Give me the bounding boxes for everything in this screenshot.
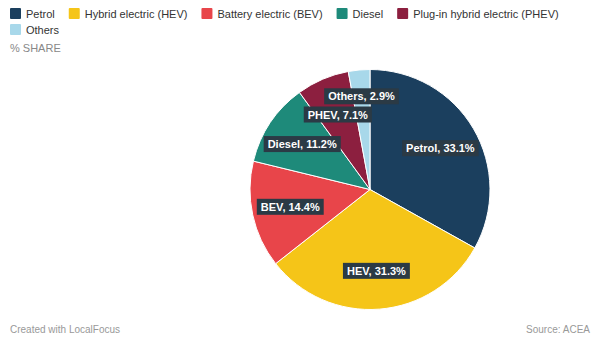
pie xyxy=(250,70,490,310)
legend: Petrol Hybrid electric (HEV) Battery elect… xyxy=(10,8,559,36)
data-label: Others, 2.9% xyxy=(328,90,395,102)
data-label: Diesel, 11.2% xyxy=(268,138,337,150)
data-label-box xyxy=(343,263,410,279)
data-label-group: HEV, 31.3% xyxy=(343,263,410,279)
legend-label: Plug-in hybrid electric (PHEV) xyxy=(413,8,559,20)
data-label-box xyxy=(324,88,399,104)
legend-item: Hybrid electric (HEV) xyxy=(69,8,188,20)
label: % SHARE xyxy=(10,42,61,54)
annotation: Created with LocalFocus xyxy=(10,324,120,335)
data-label-group: PHEV, 7.1% xyxy=(304,107,372,123)
data-label: HEV, 31.3% xyxy=(347,265,406,277)
chart: Petrol Hybrid electric (HEV) Battery elect… xyxy=(0,0,600,339)
data-label-group: BEV, 14.4% xyxy=(257,199,324,215)
data-label: BEV, 14.4% xyxy=(261,201,320,213)
data-label-box xyxy=(402,140,478,156)
legend-item: Plug-in hybrid electric (PHEV) xyxy=(397,8,559,20)
legend-label: Petrol xyxy=(26,8,55,20)
data-labels: Petrol, 33.1% HEV, 31.3% BEV, 14.4% Diesel,… xyxy=(257,88,479,279)
legend-swatch xyxy=(10,8,21,19)
legend-item: Others xyxy=(10,24,60,36)
background xyxy=(0,0,600,339)
legend-swatch xyxy=(397,8,408,19)
legend-item: Petrol xyxy=(10,8,55,20)
data-label: Petrol, 33.1% xyxy=(406,142,475,154)
pie-slice xyxy=(348,70,370,190)
legend-swatch xyxy=(337,8,348,19)
data-label-group: Others, 2.9% xyxy=(324,88,399,104)
data-label-box xyxy=(257,199,324,215)
legend-label: Battery electric (BEV) xyxy=(217,8,322,20)
annotation: Source: ACEA xyxy=(526,324,590,335)
data-label-group: Diesel, 11.2% xyxy=(264,136,341,152)
legend-item: Battery electric (BEV) xyxy=(201,8,322,20)
legend-label: Hybrid electric (HEV) xyxy=(85,8,188,20)
legend-swatch xyxy=(10,24,21,35)
data-label: PHEV, 7.1% xyxy=(308,109,368,121)
data-label-box xyxy=(264,136,341,152)
legend-label: Others xyxy=(26,24,60,36)
legend-swatch xyxy=(201,8,212,19)
data-label-box xyxy=(304,107,372,123)
legend-label: Diesel xyxy=(353,8,384,20)
legend-item: Diesel xyxy=(337,8,384,20)
data-label-group: Petrol, 33.1% xyxy=(402,140,478,156)
legend-swatch xyxy=(69,8,80,19)
